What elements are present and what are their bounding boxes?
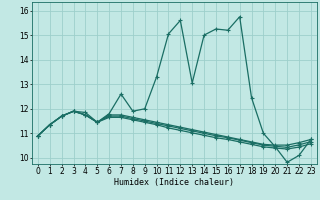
X-axis label: Humidex (Indice chaleur): Humidex (Indice chaleur)	[115, 178, 234, 187]
